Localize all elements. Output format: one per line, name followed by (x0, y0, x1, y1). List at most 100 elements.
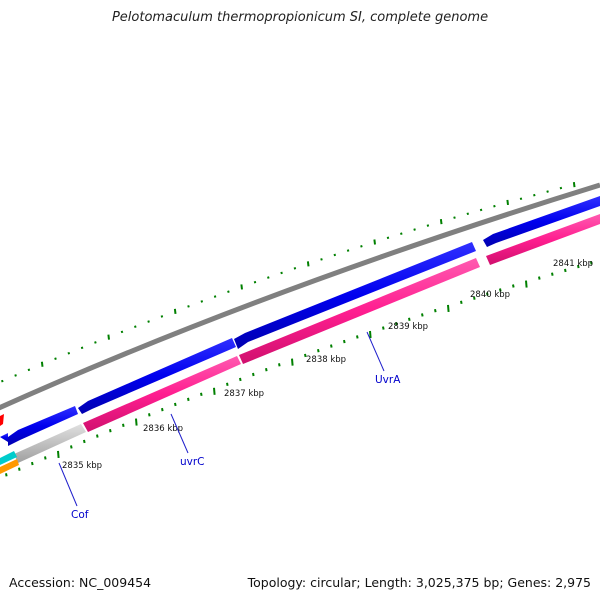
outer-tick (94, 341, 97, 344)
inner-tick (135, 418, 138, 426)
outer-tick (333, 253, 337, 257)
inner-tick (200, 392, 203, 397)
outer-tick (320, 258, 323, 261)
inner-tick (564, 268, 567, 273)
outer-tick (493, 204, 496, 208)
inner-tick (213, 387, 216, 395)
inner-tick (486, 292, 489, 296)
scale-label-group: 2835 kbp 2836 kbp 2837 kbp 2838 kbp 2839 kbp… (62, 259, 593, 471)
inner-tick (174, 402, 177, 407)
outer-tick (439, 218, 443, 225)
inner-tick (122, 423, 125, 428)
inner-tick (252, 372, 255, 377)
outer-tick (280, 271, 283, 275)
outer-tick-row (1, 182, 576, 383)
outer-tick (147, 320, 150, 323)
inner-tick (291, 358, 294, 366)
inner-tick (395, 321, 398, 326)
genome-summary-label: Topology: circular; Length: 3,025,375 bp… (247, 575, 591, 590)
inner-tick (382, 326, 385, 330)
map-title: Pelotomaculum thermopropionicum SI, comp… (111, 10, 489, 25)
inner-tick (187, 397, 190, 402)
inner-tick (538, 276, 541, 280)
cds-reverse-2[interactable] (239, 258, 480, 364)
inner-tick (161, 407, 164, 412)
outer-tick (519, 197, 523, 201)
outer-tick (546, 190, 549, 193)
inner-tick (317, 349, 320, 353)
outer-tick (173, 308, 177, 315)
outer-tick (386, 236, 390, 240)
inner-tick (96, 434, 99, 438)
inner-tick (70, 445, 73, 449)
cds-forward-3[interactable] (78, 338, 236, 414)
outer-tick (506, 199, 509, 206)
inner-tick (330, 344, 333, 348)
forward-strand-track (0, 196, 600, 446)
outer-tick (360, 244, 363, 248)
scale-label: 2840 kbp (470, 290, 510, 300)
outer-tick (373, 239, 376, 245)
outer-tick (466, 212, 470, 216)
cds-forward-4[interactable] (234, 242, 476, 349)
outer-tick (120, 330, 124, 334)
outer-tick (1, 379, 4, 383)
genome-backbone (0, 182, 600, 411)
inner-tick (525, 280, 528, 288)
outer-tick (253, 280, 257, 284)
gene-label-uvrc[interactable]: uvrC (180, 456, 205, 468)
inner-tick (512, 284, 515, 288)
gene-leader-uvrc (170, 413, 189, 454)
outer-tick (346, 249, 350, 252)
outer-tick (227, 290, 230, 294)
outer-tick (267, 276, 270, 279)
inner-tick (44, 456, 47, 460)
gene-cyan-segment[interactable] (0, 451, 17, 465)
inner-tick (577, 264, 580, 269)
outer-tick (426, 224, 430, 227)
outer-tick (80, 346, 84, 350)
cds-forward-1[interactable] (0, 433, 8, 442)
outer-tick (400, 232, 403, 235)
inner-tick (304, 353, 307, 358)
outer-tick (293, 267, 297, 270)
outer-tick (213, 295, 217, 298)
inner-tick (369, 330, 372, 339)
gene-label-group: Cof uvrC UvrA (58, 331, 401, 521)
inner-tick (590, 261, 593, 265)
inner-tick (148, 413, 151, 417)
cds-other-1[interactable] (14, 424, 86, 463)
cds-reverse-3[interactable] (486, 214, 600, 265)
gene-orange-segment[interactable] (0, 459, 19, 474)
outer-tick (479, 208, 483, 212)
inner-tick (18, 467, 21, 471)
inner-tick (226, 382, 229, 387)
outer-tick (54, 357, 57, 361)
outer-tick (200, 300, 204, 303)
inner-tick (421, 313, 424, 317)
inner-tick (239, 377, 242, 382)
outer-tick (572, 182, 576, 188)
outer-tick (240, 284, 243, 290)
gene-label-uvra[interactable]: UvrA (375, 374, 401, 386)
cds-forward-5[interactable] (483, 196, 600, 247)
inner-tick (408, 317, 411, 321)
gene-red-segment[interactable] (0, 414, 4, 426)
gene-label-cof[interactable]: Cof (71, 509, 89, 521)
outer-tick (107, 334, 110, 340)
outer-tick (453, 216, 456, 219)
outer-tick (533, 193, 536, 197)
inner-tick (447, 304, 450, 313)
inner-tick (265, 367, 268, 372)
inner-tick (499, 288, 502, 292)
inner-tick (473, 296, 476, 300)
outer-tick (187, 305, 190, 308)
inner-tick (57, 450, 60, 459)
inner-tick (5, 473, 8, 477)
cds-reverse-1[interactable] (83, 356, 241, 432)
cds-forward-2[interactable] (8, 406, 78, 446)
inner-tick (31, 461, 34, 466)
inner-tick (551, 272, 554, 276)
outer-tick (413, 228, 416, 231)
